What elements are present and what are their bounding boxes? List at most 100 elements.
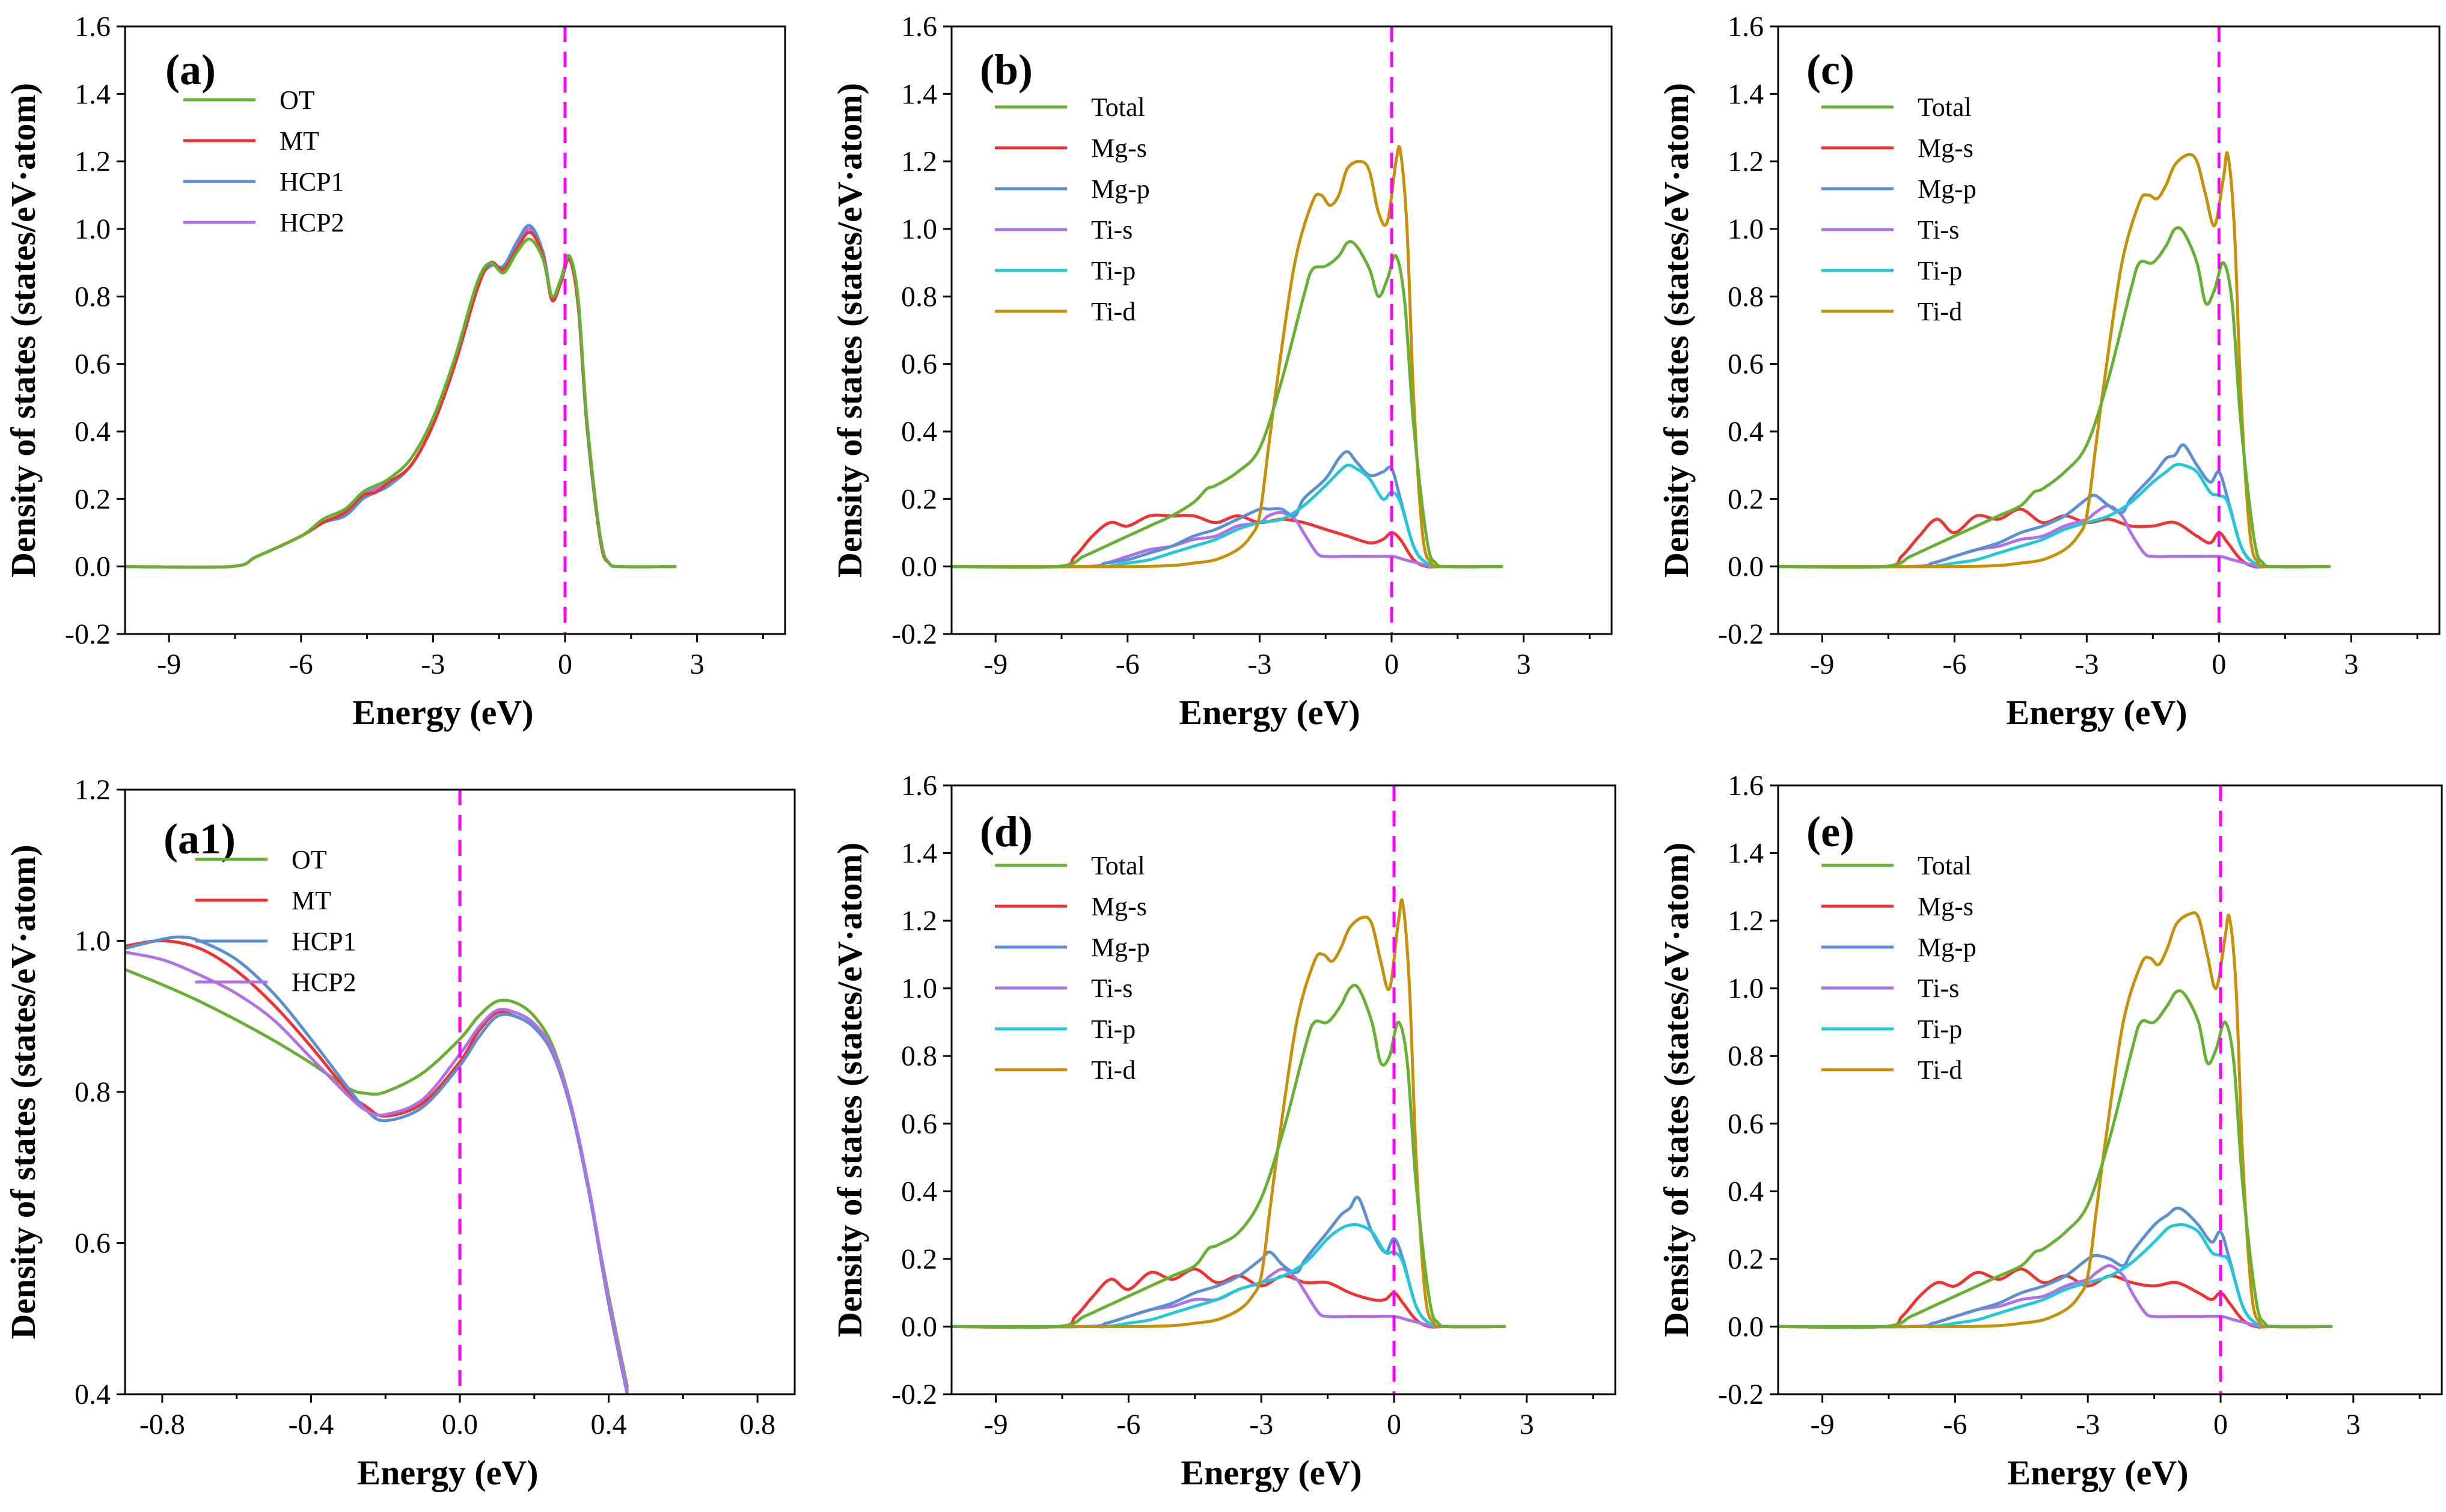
y-tick-label: 1.4: [901, 838, 937, 870]
y-tick-label: 1.4: [75, 78, 111, 110]
legend-label-mt: MT: [292, 886, 331, 915]
legend: Total Mg-s Mg-p Ti-s Ti-p Ti-d: [1821, 93, 1977, 326]
legend-label-ti-p: Ti-p: [1918, 256, 1962, 285]
series-line-mt: [125, 231, 677, 569]
legend-label-total: Total: [1918, 93, 1972, 122]
y-tick-label: 1.2: [1728, 905, 1764, 937]
y-tick-label: 0.2: [901, 483, 937, 515]
series-line-ti-p: [1778, 1223, 2333, 1329]
series-line-mt: [125, 939, 629, 1394]
legend-label-ti-d: Ti-d: [1918, 1055, 1962, 1085]
y-tick-label: 1.6: [901, 770, 937, 802]
x-tick-label: -3: [421, 648, 445, 680]
legend-label-hcp1: HCP1: [292, 927, 356, 956]
y-tick-label: -0.2: [65, 618, 111, 650]
series-line-ot: [125, 968, 629, 1388]
y-tick-label: 1.0: [1728, 973, 1764, 1005]
y-axis-title: Density of states (states/eV·atom): [830, 83, 869, 578]
x-tick-label: 0: [1387, 1409, 1401, 1440]
x-tick-label: -9: [984, 1409, 1008, 1440]
y-tick-label: 0.0: [1728, 1311, 1764, 1343]
legend-label-hcp2: HCP2: [280, 208, 344, 237]
legend-label-mg-p: Mg-p: [1091, 933, 1150, 962]
y-tick-label: 1.0: [75, 213, 111, 245]
plot-frame: [950, 784, 1616, 1395]
y-tick-label: 0.6: [75, 1228, 111, 1260]
y-tick-label: 0.6: [901, 349, 937, 380]
panel-label: (d): [980, 808, 1033, 856]
legend-label-ti-s: Ti-s: [1918, 215, 1959, 245]
y-tick-label: 1.2: [901, 146, 937, 178]
y-tick-label: 1.0: [901, 973, 937, 1005]
x-tick-label: -6: [1942, 648, 1966, 680]
series-line-ti-d: [1778, 151, 2331, 569]
x-axis-title: Energy (eV): [352, 693, 533, 732]
series-line-total: [952, 240, 1503, 569]
panel-a1: -0.8 -0.4 0.0 0.4 0.8 0.4 0.6 0.8 1.0 1.2 Energy (…: [4, 774, 796, 1492]
series-line-ot: [125, 237, 677, 569]
y-tick-label: 1.2: [75, 146, 111, 178]
legend-label-ot: OT: [280, 85, 315, 115]
plot-frame: [950, 25, 1613, 635]
panel-label: (e): [1806, 808, 1854, 856]
x-tick-label: -6: [1116, 1409, 1140, 1440]
y-tick-label: 0.4: [901, 416, 937, 448]
legend-label-total: Total: [1918, 851, 1972, 880]
series-line-mg-p: [1778, 443, 2331, 569]
x-tick-label: -6: [1943, 1409, 1967, 1440]
panel-b: -9 -6 -3 0 3 -0.2 0.0 0.2 0.4 0.6 0.8 1.0 1.2 1.4 1.6 E…: [830, 11, 1613, 732]
legend-label-ti-d: Ti-d: [1091, 297, 1136, 326]
y-tick-label: 0.0: [901, 551, 937, 583]
panel-label: (a1): [164, 815, 236, 863]
legend-label-mg-s: Mg-s: [1091, 133, 1147, 163]
x-tick-label: 0: [2213, 1409, 2228, 1440]
legend-label-ti-s: Ti-s: [1091, 974, 1133, 1003]
y-tick-label: 0.0: [901, 1311, 937, 1343]
series-line-hcp2: [125, 227, 677, 569]
legend-label-ti-p: Ti-p: [1918, 1014, 1962, 1044]
x-tick-label: -0.8: [139, 1409, 185, 1440]
x-tick-label: 0.4: [591, 1409, 627, 1440]
y-axis-title: Density of states (states/eV·atom): [4, 83, 43, 578]
panel-label: (c): [1806, 46, 1854, 94]
series-line-total: [952, 983, 1506, 1329]
plot-frame: [124, 25, 786, 635]
y-tick-label: 1.0: [75, 925, 111, 957]
x-axis-title: Energy (eV): [357, 1453, 538, 1492]
x-tick-label: -9: [157, 648, 181, 680]
x-tick-label: -3: [2076, 1409, 2100, 1440]
panel-d: -9 -6 -3 0 3 -0.2 0.0 0.2 0.4 0.6 0.8 1.0 1.2 1.4 1.6 E…: [830, 770, 1616, 1492]
series-line-total: [1778, 226, 2331, 569]
series-line-mg-s: [952, 1267, 1506, 1329]
panel-a: -9 -6 -3 0 3 -0.2 0.0 0.2 0.4 0.6 0.8 1.0 1.2 1.4 1.6 E…: [4, 11, 786, 732]
y-tick-label: 1.6: [1728, 11, 1764, 43]
series-line-ti-d: [952, 898, 1506, 1329]
panel-e: -9 -6 -3 0 3 -0.2 0.0 0.2 0.4 0.6 0.8 1.0 1.2 1.4 1.6 E…: [1657, 770, 2443, 1492]
y-tick-label: 1.0: [901, 213, 937, 245]
y-tick-label: -0.2: [891, 618, 937, 650]
y-tick-label: 0.2: [901, 1243, 937, 1275]
x-tick-label: 3: [2346, 1409, 2361, 1440]
x-axis-title: Energy (eV): [1181, 1453, 1362, 1492]
x-tick-label: -0.4: [288, 1409, 334, 1440]
x-axis-title: Energy (eV): [2006, 693, 2187, 732]
x-tick-label: 3: [690, 648, 705, 680]
x-tick-label: -6: [1116, 648, 1140, 680]
y-tick-label: 1.2: [75, 774, 111, 806]
y-tick-label: 0.2: [1728, 483, 1764, 515]
y-tick-label: 1.6: [1728, 770, 1764, 802]
x-tick-label: -9: [1810, 648, 1834, 680]
legend: Total Mg-s Mg-p Ti-s Ti-p Ti-d: [995, 93, 1150, 326]
legend-label-mt: MT: [280, 126, 319, 156]
plot-frame: [1777, 784, 2443, 1395]
x-tick-label: 0.0: [442, 1409, 478, 1440]
legend-label-ti-s: Ti-s: [1918, 974, 1959, 1003]
series-line-total: [1778, 989, 2333, 1329]
y-tick-label: 0.8: [1728, 1040, 1764, 1072]
y-tick-label: 1.2: [901, 905, 937, 937]
legend: Total Mg-s Mg-p Ti-s Ti-p Ti-d: [995, 851, 1150, 1085]
series-line-hcp1: [125, 935, 629, 1394]
y-tick-label: 0.8: [75, 1076, 111, 1108]
series-line-ti-s: [952, 511, 1503, 569]
